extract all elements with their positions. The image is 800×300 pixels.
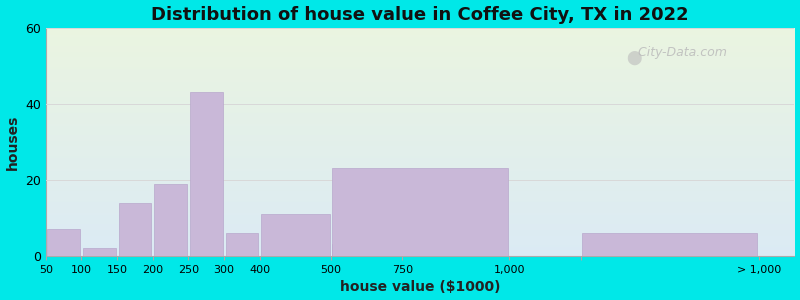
Text: ⬤: ⬤ <box>626 51 642 65</box>
Bar <box>226 233 258 256</box>
Bar <box>261 214 330 256</box>
Y-axis label: houses: houses <box>6 114 19 169</box>
Bar <box>83 248 116 256</box>
Title: Distribution of house value in Coffee City, TX in 2022: Distribution of house value in Coffee Ci… <box>151 6 689 24</box>
Bar <box>47 229 80 256</box>
Bar <box>582 233 758 256</box>
X-axis label: house value ($1000): house value ($1000) <box>340 280 500 294</box>
Bar <box>190 92 222 256</box>
Bar <box>154 184 187 256</box>
Bar <box>333 244 366 256</box>
Bar <box>333 169 508 256</box>
Bar <box>118 203 151 256</box>
Text: City-Data.com: City-Data.com <box>630 46 726 59</box>
